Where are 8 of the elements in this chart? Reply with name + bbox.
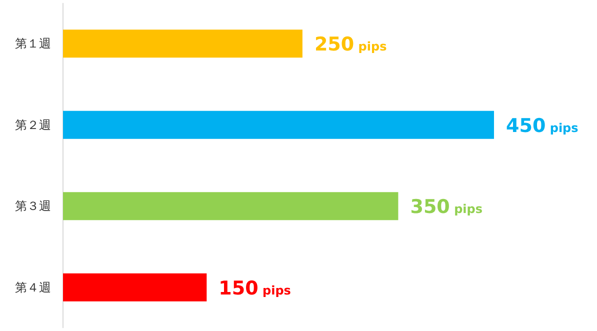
data-label: 350 pips: [410, 196, 483, 218]
category: 第４週: [15, 280, 51, 294]
category: 第２週: [15, 118, 51, 132]
category: 第３週: [15, 199, 51, 214]
data-label: 250 pips: [314, 34, 387, 56]
data-label: 450 pips: [506, 114, 578, 137]
category: 第１週: [15, 36, 51, 51]
data-label: 150 pips: [218, 277, 291, 300]
